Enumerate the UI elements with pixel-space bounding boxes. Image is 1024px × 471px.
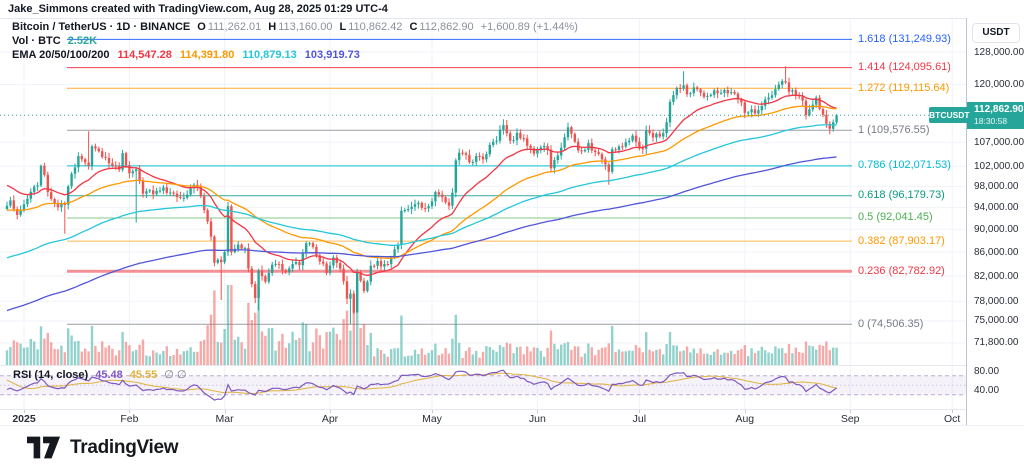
fib-level-label: 0.5 (92,041.45)	[858, 211, 933, 224]
candlestick-chart-canvas[interactable]	[0, 18, 966, 409]
time-axis-label: Jul	[632, 413, 647, 425]
close-value: 112,862.90	[419, 21, 474, 33]
fib-level-label: 0.618 (96,179.73)	[858, 189, 945, 202]
low-label: L	[339, 21, 347, 33]
price-tick-label: 94,000.00	[974, 201, 1019, 213]
volume-label[interactable]: Vol · BTC	[12, 35, 61, 47]
tradingview-logo-icon	[27, 436, 61, 459]
ema-50-value: 114,391.80	[179, 49, 235, 61]
ema-100-line	[6, 124, 837, 259]
high-value: 113,160.00	[278, 21, 333, 33]
open-label: O	[197, 21, 206, 33]
volume-legend-row[interactable]: Vol · BTC 2.52K	[12, 35, 97, 47]
time-axis-label: Oct	[944, 413, 961, 425]
time-axis-tick	[432, 410, 433, 413]
current-price-badge[interactable]: 112,862.90 18:30:58	[967, 101, 1024, 129]
price-tick-label: 128,000.00	[974, 46, 1024, 58]
rsi-line	[6, 369, 837, 401]
rsi-ma-value: 45.55	[129, 369, 158, 381]
time-axis-tick	[744, 410, 746, 413]
rsi-value: 45.48	[95, 369, 123, 381]
rsi-tick-label: 40.00	[974, 384, 1000, 396]
grid-lines	[0, 18, 966, 409]
ema-200-value: 103,919.73	[304, 49, 360, 61]
footer-bar: TradingView	[0, 425, 1024, 471]
time-axis-tick	[952, 410, 954, 413]
price-tick-label: 71,800.00	[974, 337, 1019, 349]
change-value: +1,600.89 (+1.44%)	[480, 21, 578, 33]
fib-retracement-lines	[67, 38, 852, 325]
ema-200-line	[6, 156, 837, 312]
time-axis-tick	[639, 410, 641, 413]
low-value: 110,862.42	[348, 21, 403, 33]
ema-lines	[6, 94, 837, 312]
volume-bars	[5, 285, 838, 365]
price-tick-label: 75,000.00	[974, 315, 1019, 327]
time-axis-label: Aug	[735, 413, 755, 425]
rsi-label[interactable]: RSI (14, close)	[13, 369, 89, 381]
time-axis-label: Sep	[840, 413, 860, 425]
fib-level-label: 0 (74,506.35)	[858, 317, 924, 330]
symbol-price-tag[interactable]: BTCUSDT	[929, 107, 970, 124]
bar-countdown: 18:30:58	[974, 115, 1008, 126]
symbol-legend-row[interactable]: Bitcoin / TetherUS · 1D · BINANCE O 111,26…	[12, 21, 578, 33]
time-axis-label: Feb	[120, 413, 139, 425]
ema-legend-row[interactable]: EMA 20/50/100/200 114,547.28 114,391.80 110…	[12, 49, 360, 61]
tradingview-wordmark: TradingView	[70, 437, 179, 458]
price-tick-label: 98,000.00	[974, 180, 1019, 192]
time-axis-tick	[850, 410, 852, 413]
rsi-lines	[6, 369, 837, 401]
tradingview-logo[interactable]: TradingView	[27, 436, 179, 460]
currency-toggle-button[interactable]: USDT	[972, 23, 1020, 43]
ema-20-value: 114,547.28	[117, 49, 172, 61]
symbol-title[interactable]: Bitcoin / TetherUS · 1D · BINANCE	[12, 21, 191, 33]
ema-label[interactable]: EMA 20/50/100/200	[12, 49, 110, 61]
price-tick-label: 107,000.00	[974, 136, 1024, 148]
price-tick-label: 86,000.00	[974, 246, 1019, 258]
price-tick-label: 102,000.00	[974, 160, 1024, 172]
watermark-text: Jake_Simmons created with TradingView.co…	[0, 0, 1024, 18]
ema-20-line	[6, 94, 837, 277]
time-axis-label: Mar	[215, 413, 234, 425]
ema-50-line	[6, 105, 837, 259]
rsi-tick-label: 80.00	[974, 365, 1000, 377]
fib-level-label: 0.786 (102,071.53)	[858, 159, 951, 172]
current-price: 112,862.90	[974, 103, 1024, 115]
time-axis[interactable]: 2025 Feb Mar Apr May Jun Jul Aug Sep Oct	[0, 409, 966, 425]
time-axis-tick	[129, 410, 131, 413]
time-axis-tick	[24, 410, 25, 413]
price-axis[interactable]: USDT 112,862.90 18:30:58 128,000.00 120,0…	[966, 18, 1024, 425]
rsi-hidden-values: ∅ ∅	[164, 369, 187, 381]
fib-level-label: 1 (109,576.55)	[858, 123, 930, 136]
price-tick-label: 78,000.00	[974, 295, 1019, 307]
rsi-legend-row[interactable]: RSI (14, close) 45.48 45.55 ∅ ∅	[13, 368, 187, 381]
fib-level-label: 0.382 (87,903.17)	[858, 234, 945, 247]
close-label: C	[409, 21, 418, 33]
time-axis-tick	[224, 410, 226, 413]
time-axis-label: May	[422, 413, 442, 425]
high-label: H	[268, 21, 277, 33]
ema-values: 114,547.28 114,391.80 110,879.13 103,919.73	[109, 49, 359, 61]
price-tick-label: 90,000.00	[974, 223, 1019, 235]
time-axis-label: Apr	[321, 413, 339, 425]
time-axis-label: Jun	[528, 413, 546, 425]
fib-level-label: 1.618 (131,249.93)	[858, 32, 951, 45]
volume-value: 2.52K	[67, 35, 98, 47]
time-axis-label: 2025	[12, 413, 36, 425]
time-axis-tick	[537, 410, 539, 413]
fib-level-label: 0.236 (82,782.92)	[858, 264, 945, 277]
ema-100-value: 110,879.13	[242, 49, 297, 61]
fib-level-label: 1.414 (124,095.61)	[858, 61, 951, 74]
price-tick-label: 120,000.00	[974, 78, 1024, 90]
open-value: 111,262.01	[207, 21, 262, 33]
candlesticks	[5, 66, 838, 325]
price-tick-label: 82,000.00	[974, 270, 1019, 282]
fib-level-label: 1.272 (119,115.64)	[858, 81, 950, 94]
time-axis-tick	[330, 410, 331, 413]
